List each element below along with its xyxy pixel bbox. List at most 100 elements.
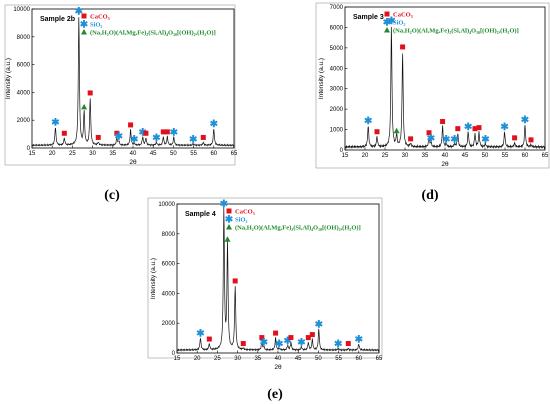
x-tick-label: 45 bbox=[150, 151, 157, 157]
caco3-peak-marker bbox=[61, 130, 67, 136]
x-tick-label: 45 bbox=[462, 153, 469, 159]
x-tick-label: 20 bbox=[49, 151, 56, 157]
legend-square-marker bbox=[384, 11, 390, 17]
x-tick-label: 15 bbox=[174, 356, 181, 362]
caco3-peak-marker bbox=[345, 341, 351, 347]
x-tick-label: 35 bbox=[109, 151, 116, 157]
sio2-peak-marker: ✱ bbox=[427, 133, 436, 144]
caco3-peak-marker bbox=[200, 134, 206, 140]
y-tick-label: 2000 bbox=[17, 118, 31, 124]
x-tick-label: 25 bbox=[69, 151, 76, 157]
caco3-peak-marker bbox=[440, 119, 446, 125]
legend-label: SiO₂ bbox=[393, 19, 405, 26]
y-axis-title: Intensity (a.u.) bbox=[150, 258, 157, 299]
sio2-peak-marker: ✱ bbox=[170, 127, 179, 138]
x-tick-label: 65 bbox=[542, 153, 549, 159]
caco3-peak-marker bbox=[95, 134, 101, 140]
clay-mineral-peak-marker bbox=[81, 103, 88, 110]
x-tick-label: 40 bbox=[130, 151, 137, 157]
sio2-peak-marker: ✱ bbox=[210, 119, 219, 130]
caco3-peak-marker bbox=[259, 335, 265, 341]
caco3-peak-marker bbox=[305, 335, 311, 341]
y-tick-label: 4000 bbox=[17, 90, 31, 96]
legend-triangle-marker bbox=[384, 27, 390, 33]
panel-frame bbox=[147, 197, 383, 359]
x-tick-label: 50 bbox=[170, 151, 177, 157]
caco3-peak-marker bbox=[160, 129, 166, 135]
y-tick-label: 4000 bbox=[162, 291, 176, 297]
clay-mineral-peak-marker bbox=[393, 127, 400, 134]
sio2-peak-marker: ✱ bbox=[75, 6, 84, 17]
legend-asterisk-marker: ✱ bbox=[80, 20, 89, 31]
y-tick-label: 6000 bbox=[17, 63, 31, 69]
sio2-peak-marker: ✱ bbox=[355, 335, 364, 346]
sio2-peak-marker: ✱ bbox=[521, 115, 530, 126]
x-tick-label: 35 bbox=[254, 356, 261, 362]
caco3-peak-marker bbox=[206, 336, 212, 342]
x-tick-label: 55 bbox=[502, 153, 509, 159]
caco3-peak-marker bbox=[164, 129, 170, 135]
y-tick-label: 0 bbox=[172, 351, 176, 357]
legend-asterisk-marker: ✱ bbox=[225, 215, 234, 226]
caco3-peak-marker bbox=[374, 129, 380, 135]
x-tick-label: 60 bbox=[210, 151, 217, 157]
sio2-peak-marker: ✱ bbox=[334, 339, 343, 350]
x-tick-label: 30 bbox=[89, 151, 96, 157]
legend-triangle-marker bbox=[226, 224, 232, 230]
x-tick-label: 40 bbox=[442, 153, 449, 159]
sio2-peak-marker: ✱ bbox=[364, 116, 373, 127]
y-tick-label: 10000 bbox=[158, 202, 175, 208]
sio2-peak-marker: ✱ bbox=[450, 134, 459, 145]
sample-label: Sample 2b bbox=[40, 16, 75, 23]
diffraction-pattern-line bbox=[176, 207, 380, 352]
sample-label: Sample 4 bbox=[185, 211, 216, 218]
y-tick-label: 7000 bbox=[330, 5, 344, 11]
sio2-peak-marker: ✱ bbox=[442, 134, 451, 145]
y-tick-label: 6000 bbox=[162, 262, 176, 268]
sio2-peak-marker: ✱ bbox=[51, 118, 60, 129]
y-tick-label: 0 bbox=[27, 146, 31, 152]
legend-asterisk-marker: ✱ bbox=[383, 18, 392, 29]
legend-square-marker bbox=[81, 13, 87, 19]
y-tick-label: 1000 bbox=[330, 128, 344, 134]
sio2-peak-marker: ✱ bbox=[500, 122, 509, 133]
caco3-peak-marker bbox=[512, 135, 518, 141]
caco3-peak-marker bbox=[143, 130, 149, 136]
panel-label-d: (d) bbox=[421, 188, 438, 203]
x-axis-title: 2θ bbox=[129, 159, 137, 166]
y-tick-label: 10000 bbox=[13, 7, 30, 13]
sio2-peak-marker: ✱ bbox=[152, 133, 161, 144]
panel-label-c: (c) bbox=[104, 188, 120, 203]
x-tick-label: 20 bbox=[194, 356, 201, 362]
x-tick-label: 25 bbox=[382, 153, 389, 159]
caco3-peak-marker bbox=[476, 125, 482, 131]
legend-label: (Na,H₂O)(Al,Mg,Fe)₂(Si,Al)₄O₁₀[(OH)₂,(H₂… bbox=[393, 27, 519, 34]
panel-frame bbox=[315, 2, 550, 169]
caco3-peak-marker bbox=[528, 137, 534, 143]
x-tick-label: 55 bbox=[190, 151, 197, 157]
x-tick-label: 30 bbox=[402, 153, 409, 159]
sio2-peak-marker: ✱ bbox=[220, 199, 229, 210]
sio2-peak-marker: ✱ bbox=[139, 127, 148, 138]
panel-frame bbox=[4, 4, 236, 166]
caco3-peak-marker bbox=[400, 44, 406, 50]
caco3-peak-marker bbox=[128, 122, 134, 128]
y-tick-label: 8000 bbox=[17, 35, 31, 41]
xrd-panel-c: 15 20 25 30 35 40 45 50 55 60 65 0 2000 4000 6000 8000 1… bbox=[4, 4, 238, 166]
x-tick-label: 60 bbox=[522, 153, 529, 159]
sio2-peak-marker: ✱ bbox=[297, 338, 306, 349]
y-tick-label: 8000 bbox=[162, 232, 176, 238]
y-axis-title: Intensity (a.u.) bbox=[318, 58, 325, 99]
y-tick-label: 4000 bbox=[330, 66, 344, 72]
x-tick-label: 25 bbox=[214, 356, 221, 362]
y-tick-label: 6000 bbox=[330, 25, 344, 31]
legend-label: (Na,H₂O)(Al,Mg,Fe)₂(Si,Al)₄O₁₀[(OH)₂,(H₂… bbox=[235, 224, 361, 231]
panel-label-e: (e) bbox=[267, 387, 283, 402]
xrd-panel-e: 15 20 25 30 35 40 45 50 55 60 65 0 2000 4000 6000 8000 1… bbox=[147, 197, 383, 371]
legend-label: CaCO₃ bbox=[393, 11, 413, 18]
sio2-peak-marker: ✱ bbox=[387, 16, 396, 27]
x-tick-label: 30 bbox=[234, 356, 241, 362]
caco3-peak-marker bbox=[288, 335, 294, 341]
legend-triangle-marker bbox=[81, 29, 87, 35]
